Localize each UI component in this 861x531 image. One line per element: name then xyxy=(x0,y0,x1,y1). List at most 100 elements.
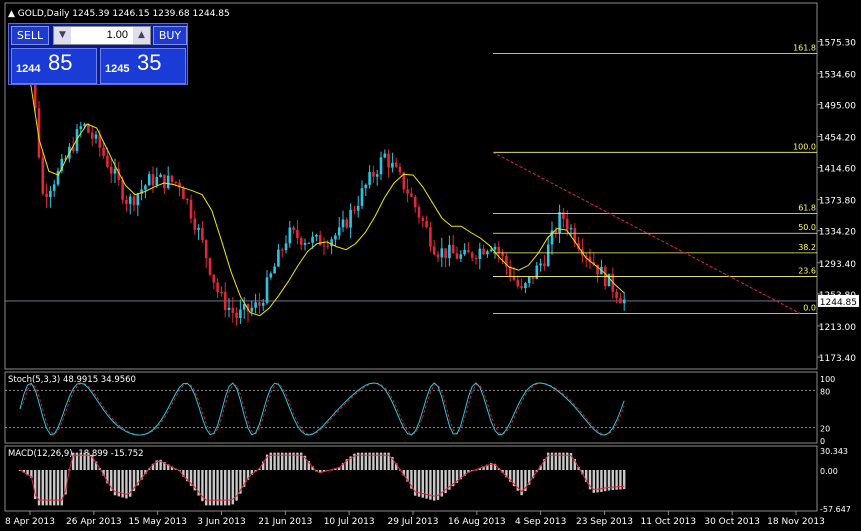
macd-histogram-bar xyxy=(64,470,67,495)
macd-histogram-bar xyxy=(558,452,561,471)
macd-histogram-bar xyxy=(436,470,440,500)
candle-body xyxy=(330,239,333,247)
macd-histogram-bar xyxy=(216,470,219,506)
candle-body xyxy=(201,227,204,241)
time-axis-label: 4 Sep 2013 xyxy=(515,517,566,527)
sell-price-small: 1244 xyxy=(16,63,41,75)
macd-histogram-bar xyxy=(182,470,185,477)
macd-histogram-bar xyxy=(281,452,284,471)
macd-histogram-bar xyxy=(273,452,276,471)
macd-histogram-bar xyxy=(220,470,223,506)
candle-body xyxy=(113,168,117,174)
macd-histogram-bar xyxy=(26,470,29,476)
candle-body xyxy=(524,283,527,289)
candle-body xyxy=(356,205,360,211)
macd-histogram-bar xyxy=(611,470,614,491)
macd-histogram-bar xyxy=(250,470,253,475)
macd-histogram-bar xyxy=(45,470,48,506)
candle-body xyxy=(501,252,504,256)
macd-axis-label: 30.343 xyxy=(820,447,848,456)
macd-histogram-bar xyxy=(368,452,371,471)
candle-body xyxy=(429,227,432,247)
macd-histogram-bar xyxy=(455,470,459,483)
candle-body xyxy=(622,299,626,304)
candle-body xyxy=(368,171,371,185)
candle-body xyxy=(318,234,322,246)
candle-body xyxy=(189,200,193,219)
candle-body xyxy=(163,174,166,189)
candle-body xyxy=(128,196,132,204)
macd-histogram-bar xyxy=(524,470,527,492)
sell-price-button[interactable]: 1244 85 xyxy=(11,48,97,84)
candle-body xyxy=(573,228,577,243)
fib-level-label: 38.2 xyxy=(798,243,816,252)
candle-body xyxy=(417,207,421,218)
macd-histogram-bar xyxy=(72,452,75,471)
sell-button[interactable]: SELL xyxy=(11,26,49,45)
candle-body xyxy=(448,244,451,259)
candle-body xyxy=(387,153,390,168)
candle-body xyxy=(159,174,162,178)
buy-button[interactable]: BUY xyxy=(153,26,187,45)
lot-size-input[interactable]: ▼ 1.00 ▲ xyxy=(53,26,151,45)
lot-decrease-icon[interactable]: ▼ xyxy=(54,27,71,44)
fib-level-label: 0.0 xyxy=(803,303,816,312)
macd-histogram-bar xyxy=(83,452,86,471)
macd-histogram-bar xyxy=(539,465,542,471)
candle-body xyxy=(505,255,508,267)
candle-body xyxy=(527,276,531,284)
lot-size-value: 1.00 xyxy=(106,29,128,41)
macd-histogram-bar xyxy=(277,452,280,471)
macd-histogram-bar xyxy=(303,455,307,471)
candle-body xyxy=(140,189,143,194)
macd-histogram-bar xyxy=(155,460,158,471)
candle-body xyxy=(474,257,478,259)
candle-body xyxy=(558,212,561,234)
candle-body xyxy=(87,124,90,133)
candle-body xyxy=(109,166,113,174)
candle-body xyxy=(60,158,64,171)
macd-histogram-bar xyxy=(129,470,132,497)
candle-body xyxy=(220,292,223,294)
macd-histogram-bar xyxy=(550,452,554,471)
candle-body xyxy=(497,246,501,253)
lot-increase-icon[interactable]: ▲ xyxy=(133,27,150,44)
candle-body xyxy=(379,157,383,175)
macd-histogram-bar xyxy=(421,470,424,498)
candle-body xyxy=(451,244,455,254)
time-axis-label: 29 Jul 2013 xyxy=(388,517,439,527)
macd-histogram-bar xyxy=(410,470,413,489)
candle-body xyxy=(71,146,75,151)
candle-body xyxy=(482,248,485,255)
candle-body xyxy=(231,307,235,313)
candle-body xyxy=(615,291,618,299)
candle-body xyxy=(166,175,170,189)
macd-histogram-bar xyxy=(319,470,322,474)
candle-body xyxy=(588,256,592,263)
candle-body xyxy=(227,307,231,310)
buy-price-button[interactable]: 1245 35 xyxy=(100,48,186,84)
current-price-box xyxy=(818,294,859,307)
candle-body xyxy=(550,230,554,245)
candle-body xyxy=(413,196,417,208)
candle-body xyxy=(246,304,250,312)
macd-histogram-bar xyxy=(429,470,432,500)
macd-histogram-bar xyxy=(619,470,622,490)
candle-body xyxy=(493,246,497,250)
macd-histogram-bar xyxy=(117,470,120,497)
macd-histogram-bar xyxy=(288,452,291,471)
macd-histogram-bar xyxy=(577,466,580,471)
buy-price-small: 1245 xyxy=(105,63,130,75)
candle-body xyxy=(322,245,326,247)
candle-body xyxy=(261,303,265,306)
stoch-axis-label: 20 xyxy=(820,425,830,434)
macd-histogram-bar xyxy=(486,464,489,471)
candle-body xyxy=(463,249,466,255)
macd-histogram-bar xyxy=(91,454,94,471)
macd-histogram-bar xyxy=(22,470,25,473)
macd-histogram-bar xyxy=(543,459,546,471)
time-axis-label: 23 Sep 2013 xyxy=(576,517,633,527)
buy-price-big: 35 xyxy=(137,50,162,75)
stoch-panel-frame xyxy=(4,371,818,444)
macd-histogram-bar xyxy=(87,452,90,471)
